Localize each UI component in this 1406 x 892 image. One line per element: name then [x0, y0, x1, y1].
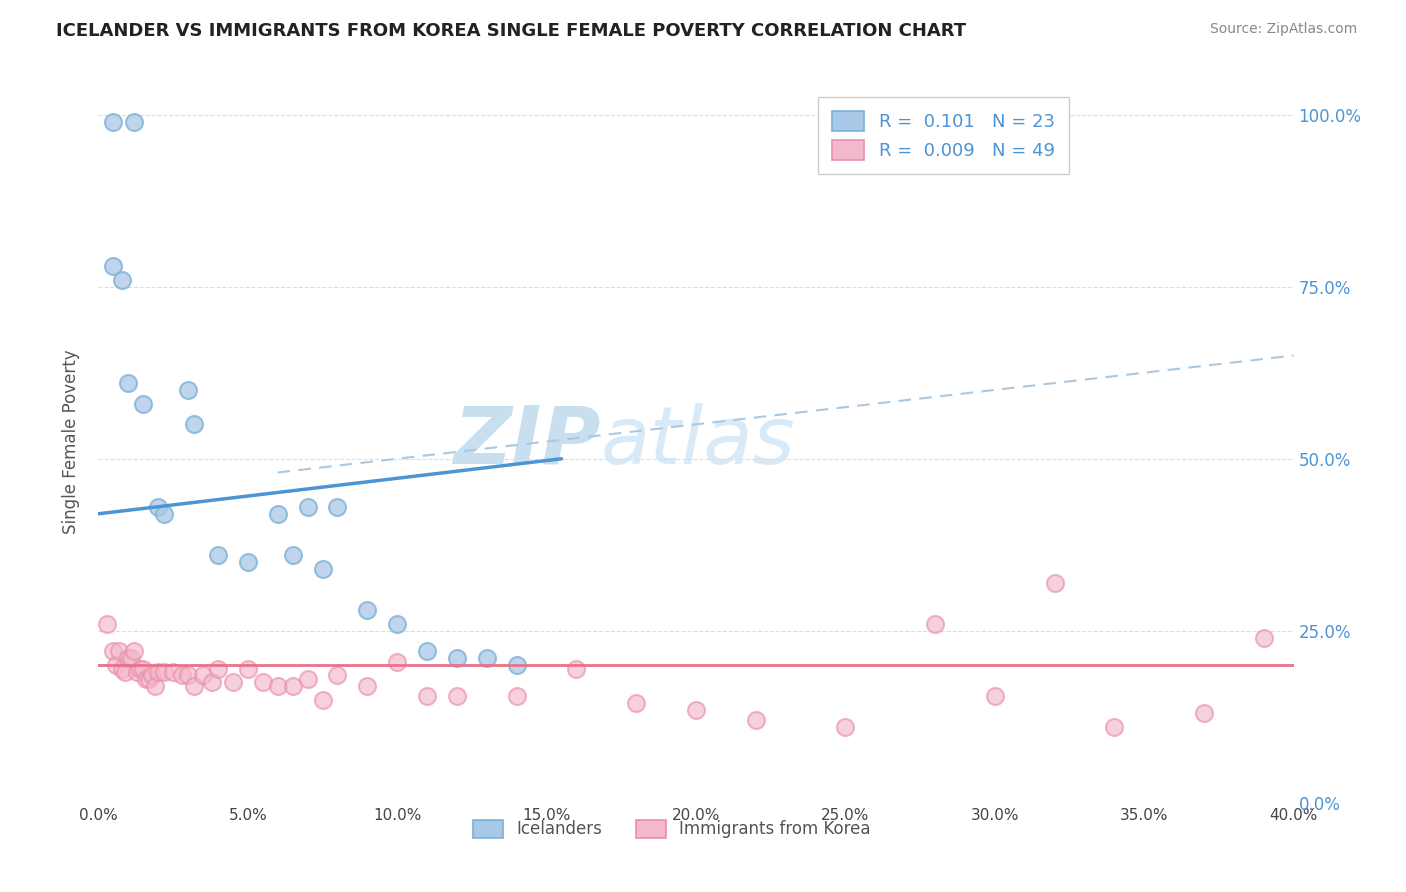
- Point: [117, 651, 139, 665]
- Point: [565, 662, 588, 676]
- Point: [132, 662, 155, 676]
- Point: [236, 555, 259, 569]
- Point: [207, 548, 229, 562]
- Point: [356, 603, 378, 617]
- Point: [311, 562, 333, 576]
- Point: [1192, 706, 1215, 721]
- Point: [117, 376, 139, 390]
- Point: [172, 668, 194, 682]
- Point: [252, 675, 274, 690]
- Point: [1104, 720, 1126, 734]
- Point: [236, 662, 259, 676]
- Point: [834, 720, 856, 734]
- Point: [177, 383, 200, 397]
- Point: [475, 651, 498, 665]
- Point: [135, 672, 157, 686]
- Text: Source: ZipAtlas.com: Source: ZipAtlas.com: [1209, 22, 1357, 37]
- Point: [129, 662, 152, 676]
- Point: [207, 662, 229, 676]
- Point: [143, 679, 166, 693]
- Point: [201, 675, 224, 690]
- Point: [105, 658, 128, 673]
- Point: [111, 273, 134, 287]
- Point: [297, 500, 319, 514]
- Point: [103, 644, 125, 658]
- Text: ICELANDER VS IMMIGRANTS FROM KOREA SINGLE FEMALE POVERTY CORRELATION CHART: ICELANDER VS IMMIGRANTS FROM KOREA SINGL…: [56, 22, 966, 40]
- Point: [326, 668, 349, 682]
- Point: [745, 713, 768, 727]
- Point: [148, 500, 170, 514]
- Point: [281, 548, 304, 562]
- Point: [138, 672, 160, 686]
- Point: [124, 114, 146, 128]
- Point: [1043, 575, 1066, 590]
- Point: [96, 616, 118, 631]
- Point: [153, 507, 176, 521]
- Point: [124, 644, 146, 658]
- Legend: Icelanders, Immigrants from Korea: Icelanders, Immigrants from Korea: [467, 813, 877, 845]
- Point: [141, 668, 163, 682]
- Point: [132, 397, 155, 411]
- Point: [297, 672, 319, 686]
- Point: [103, 114, 125, 128]
- Point: [984, 689, 1007, 703]
- Point: [191, 668, 214, 682]
- Y-axis label: Single Female Poverty: Single Female Poverty: [62, 350, 80, 533]
- Text: ZIP: ZIP: [453, 402, 600, 481]
- Point: [506, 689, 529, 703]
- Point: [1253, 631, 1275, 645]
- Point: [111, 662, 134, 676]
- Point: [416, 689, 439, 703]
- Point: [506, 658, 529, 673]
- Point: [446, 689, 468, 703]
- Point: [153, 665, 176, 679]
- Point: [177, 668, 200, 682]
- Point: [267, 507, 290, 521]
- Point: [267, 679, 290, 693]
- Point: [416, 644, 439, 658]
- Point: [281, 679, 304, 693]
- Point: [120, 651, 142, 665]
- Point: [127, 665, 149, 679]
- Point: [103, 259, 125, 273]
- Point: [183, 679, 205, 693]
- Point: [108, 644, 131, 658]
- Point: [326, 500, 349, 514]
- Point: [114, 665, 136, 679]
- Point: [626, 696, 648, 710]
- Point: [162, 665, 184, 679]
- Point: [924, 616, 946, 631]
- Point: [356, 679, 378, 693]
- Text: atlas: atlas: [600, 402, 796, 481]
- Point: [311, 692, 333, 706]
- Point: [685, 703, 707, 717]
- Point: [183, 417, 205, 432]
- Point: [385, 616, 409, 631]
- Point: [446, 651, 468, 665]
- Point: [385, 655, 409, 669]
- Point: [148, 665, 170, 679]
- Point: [222, 675, 245, 690]
